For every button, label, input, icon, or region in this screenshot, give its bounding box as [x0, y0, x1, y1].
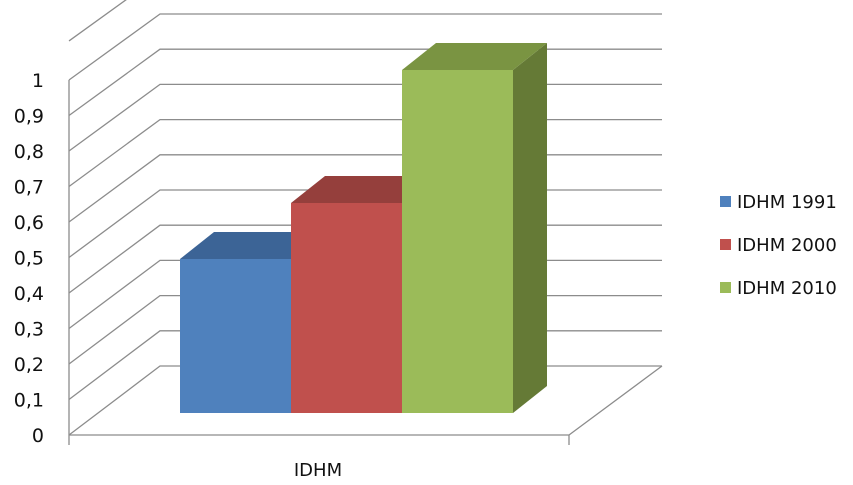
- grid-layer: [68, 0, 662, 401]
- legend-label: IDHM 2000: [737, 235, 837, 256]
- x-axis-category-label: IDHM: [294, 460, 342, 481]
- y-tick-label: 0,1: [14, 390, 44, 412]
- bar-front-face: [291, 203, 402, 413]
- y-tick-label: 0,8: [14, 141, 44, 163]
- y-tick-label: 0,5: [14, 248, 44, 270]
- legend-item: IDHM 1991: [720, 192, 837, 213]
- gridline: [68, 13, 662, 81]
- legend-swatch: [720, 239, 731, 250]
- y-tick-label: 0,2: [14, 354, 44, 376]
- bar-front-face: [180, 259, 291, 413]
- bar-side-face: [513, 43, 547, 413]
- bar-front-face: [402, 70, 513, 413]
- legend-item: IDHM 2010: [720, 278, 837, 299]
- legend: IDHM 1991 IDHM 2000 IDHM 2010: [720, 192, 837, 299]
- bar-idhm-2010: [402, 43, 547, 413]
- y-tick-label: 0,3: [14, 319, 44, 341]
- y-tick-label: 0,7: [14, 177, 44, 199]
- gridline: [68, 0, 127, 42]
- bars-layer: [180, 43, 547, 413]
- gridline: [68, 48, 662, 117]
- legend-swatch: [720, 196, 731, 207]
- y-tick-label: 0,9: [14, 106, 44, 128]
- bar-top-face: [180, 232, 325, 259]
- y-tick-label: 1: [32, 70, 44, 92]
- y-tick-label: 0,6: [14, 212, 44, 234]
- y-tick-label: 0: [32, 425, 44, 447]
- y-axis-tick-labels: 0 0,1 0,2 0,3 0,4 0,5 0,6 0,7 0,8 0,9 1: [14, 70, 44, 447]
- bar-top-face: [291, 176, 436, 203]
- gridline: [68, 83, 662, 152]
- legend-swatch: [720, 282, 731, 293]
- legend-item: IDHM 2000: [720, 235, 837, 256]
- y-tick-label: 0,4: [14, 283, 44, 305]
- legend-label: IDHM 2010: [737, 278, 837, 299]
- bar-top-face: [402, 43, 547, 70]
- legend-label: IDHM 1991: [737, 192, 837, 213]
